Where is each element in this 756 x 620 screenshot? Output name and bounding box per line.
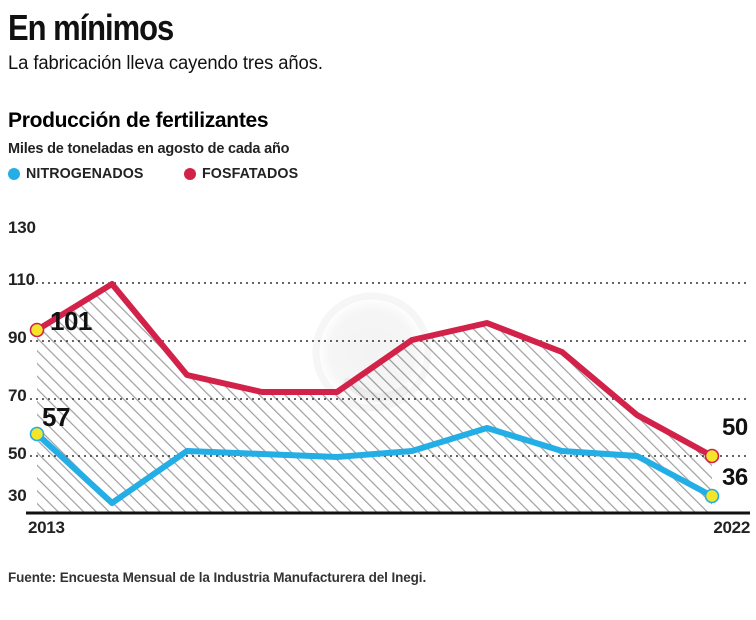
callout-fosfatados-first: 101 [50,306,92,336]
marker-nitrogenados-2013 [29,426,45,442]
y-tick-90: 90 [8,328,27,347]
callout-fosfatados-last: 50 [722,414,748,441]
legend-item-fosfatados: FOSFATADOS [183,165,303,182]
marker-fosfatados-2013 [29,322,45,338]
x-tick-last: 2022 [713,518,750,537]
legend-dot-icon-fosfatados [183,167,196,180]
y-tick-130: 130 [8,218,36,237]
line-chart-svg [26,281,750,515]
chart-title: Producción de fertilizantes [8,109,269,132]
subheadline: La fabricación lleva cayendo tres años. [8,53,323,74]
callout-nitrogenados-first: 57 [42,402,70,432]
x-tick-first: 2013 [28,518,65,537]
y-tick-50: 50 [8,444,27,463]
y-tick-30: 30 [8,486,27,505]
marker-fosfatados-2022 [704,448,720,464]
legend-item-nitrogenados: NITROGENADOS [8,165,150,182]
watermark [312,292,432,412]
series-line-fosfatados [34,281,715,459]
legend-dot-icon-nitrogenados [8,167,20,180]
headline: En mínimos [8,7,174,48]
chart-plot-area [0,200,756,530]
endpoint-markers [29,322,720,504]
series-line-nitrogenados [34,425,715,506]
y-tick-70: 70 [8,386,27,405]
legend-label-fosfatados: FOSFATADOS [201,165,298,182]
callout-nitrogenados-last: 36 [722,464,748,491]
chart-legend: NITROGENADOS FOSFATADOS [8,165,303,182]
marker-nitrogenados-2022 [704,488,720,504]
y-tick-110: 110 [8,270,35,289]
legend-label-nitrogenados: NITROGENADOS [26,165,144,182]
chart-subtitle: Miles de toneladas en agosto de cada año [8,141,290,157]
source-note: Fuente: Encuesta Mensual de la Industria… [8,570,427,585]
